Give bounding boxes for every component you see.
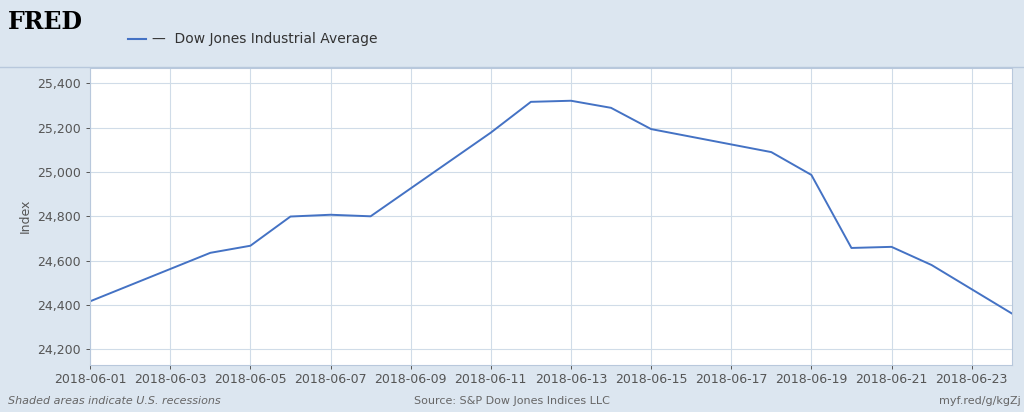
Text: Shaded areas indicate U.S. recessions: Shaded areas indicate U.S. recessions <box>8 396 221 406</box>
Text: myf.red/g/kgZj: myf.red/g/kgZj <box>939 396 1021 406</box>
Text: Source: S&P Dow Jones Indices LLC: Source: S&P Dow Jones Indices LLC <box>414 396 610 406</box>
Text: —  Dow Jones Industrial Average: — Dow Jones Industrial Average <box>152 32 377 46</box>
Y-axis label: Index: Index <box>18 199 32 234</box>
Text: FRED: FRED <box>8 10 83 34</box>
